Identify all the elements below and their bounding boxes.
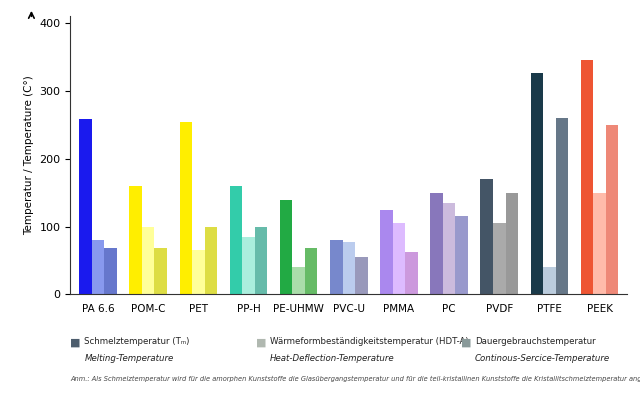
Text: ■: ■ xyxy=(70,337,81,347)
Bar xyxy=(393,223,405,294)
Bar xyxy=(380,210,393,294)
Bar xyxy=(129,186,142,294)
Bar xyxy=(330,240,342,294)
Bar xyxy=(179,121,192,294)
Text: Anm.: Als Schmelztemperatur wird für die amorphen Kunststoffe die Glasübergangst: Anm.: Als Schmelztemperatur wird für die… xyxy=(70,375,640,382)
Bar xyxy=(581,61,593,294)
Bar xyxy=(342,242,355,294)
Bar xyxy=(305,248,317,294)
Bar xyxy=(205,227,217,294)
Bar xyxy=(405,252,418,294)
Bar xyxy=(280,200,292,294)
Bar xyxy=(255,227,268,294)
Bar xyxy=(92,240,104,294)
Bar xyxy=(593,193,606,294)
Bar xyxy=(79,119,92,294)
Text: Melting-Temperature: Melting-Temperature xyxy=(84,354,173,363)
Bar xyxy=(355,257,367,294)
Bar xyxy=(456,216,468,294)
Bar xyxy=(430,193,443,294)
Text: ■: ■ xyxy=(461,337,471,347)
Text: Dauergebrauchstemperatur: Dauergebrauchstemperatur xyxy=(475,337,595,346)
Bar xyxy=(493,223,506,294)
Bar xyxy=(242,237,255,294)
Bar xyxy=(230,186,242,294)
Text: Schmelztemperatur (Tₘ): Schmelztemperatur (Tₘ) xyxy=(84,337,190,346)
Bar xyxy=(292,267,305,294)
Text: Wärmeformbeständigkeitstemperatur (HDT-A): Wärmeformbeständigkeitstemperatur (HDT-A… xyxy=(270,337,468,346)
Text: Continous-Sercice-Temperature: Continous-Sercice-Temperature xyxy=(475,354,610,363)
Bar xyxy=(192,250,205,294)
Y-axis label: Temperatur / Temperature (C°): Temperatur / Temperature (C°) xyxy=(24,76,34,235)
Bar xyxy=(142,227,154,294)
Text: Heat-Deflection-Temperature: Heat-Deflection-Temperature xyxy=(270,354,395,363)
Bar xyxy=(506,193,518,294)
Bar xyxy=(543,267,556,294)
Bar xyxy=(481,179,493,294)
Bar xyxy=(154,248,167,294)
Bar xyxy=(606,125,618,294)
Bar xyxy=(556,118,568,294)
Bar xyxy=(531,73,543,294)
Bar xyxy=(443,203,456,294)
Bar xyxy=(104,248,117,294)
Text: ■: ■ xyxy=(256,337,266,347)
